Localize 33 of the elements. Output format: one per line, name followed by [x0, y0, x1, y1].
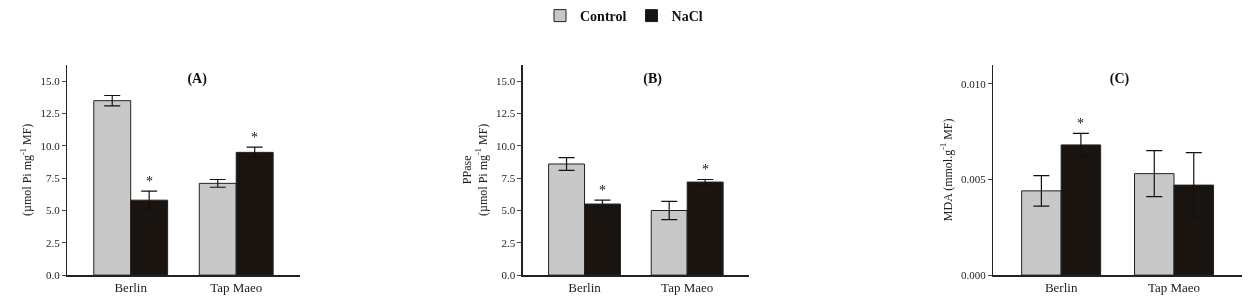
annotation: * [702, 162, 709, 177]
x-tick-label: Berlin [568, 280, 602, 296]
x-tick-label: Tap Maeo [661, 280, 714, 296]
y-tick-label: 2.5 [501, 236, 516, 249]
annotation: * [599, 183, 606, 198]
y-tick-label: 2.5 [45, 236, 61, 249]
x-tick-label: Tap Maeo [210, 280, 263, 296]
y-tick-label: 5.0 [501, 204, 516, 217]
y-tick-label: 0.000 [960, 268, 987, 281]
y-tick-label: 12.5 [40, 107, 61, 120]
annotation: * [146, 174, 153, 189]
y-tick-label: 5.0 [45, 204, 61, 217]
legend-label: Control [580, 9, 627, 25]
annotation: * [1077, 116, 1084, 131]
annotation: * [251, 130, 258, 145]
legend-label: NaCl [671, 9, 703, 25]
y-tick-label: 12.5 [495, 107, 516, 120]
y-tick-label: 0.0 [45, 268, 61, 281]
y-tick-label: 10.0 [40, 139, 61, 152]
chart-title: (C) [1109, 70, 1130, 87]
y-tick-label: 7.5 [501, 172, 516, 185]
y-tick-label: 15.0 [495, 75, 516, 88]
y-tick-label: 0.010 [960, 77, 987, 90]
chart-title: (A) [187, 70, 208, 87]
x-tick-label: Berlin [1044, 280, 1078, 296]
y-tick-label: 10.0 [495, 139, 516, 152]
chart-title: (B) [643, 70, 663, 87]
y-tick-label: 0.0 [501, 268, 516, 281]
y-tick-label: 7.5 [45, 172, 61, 185]
x-tick-label: Tap Maeo [1147, 280, 1201, 296]
x-tick-label: Berlin [114, 280, 148, 296]
y-tick-label: 15.0 [40, 75, 61, 88]
y-tick-label: 0.005 [960, 173, 987, 186]
